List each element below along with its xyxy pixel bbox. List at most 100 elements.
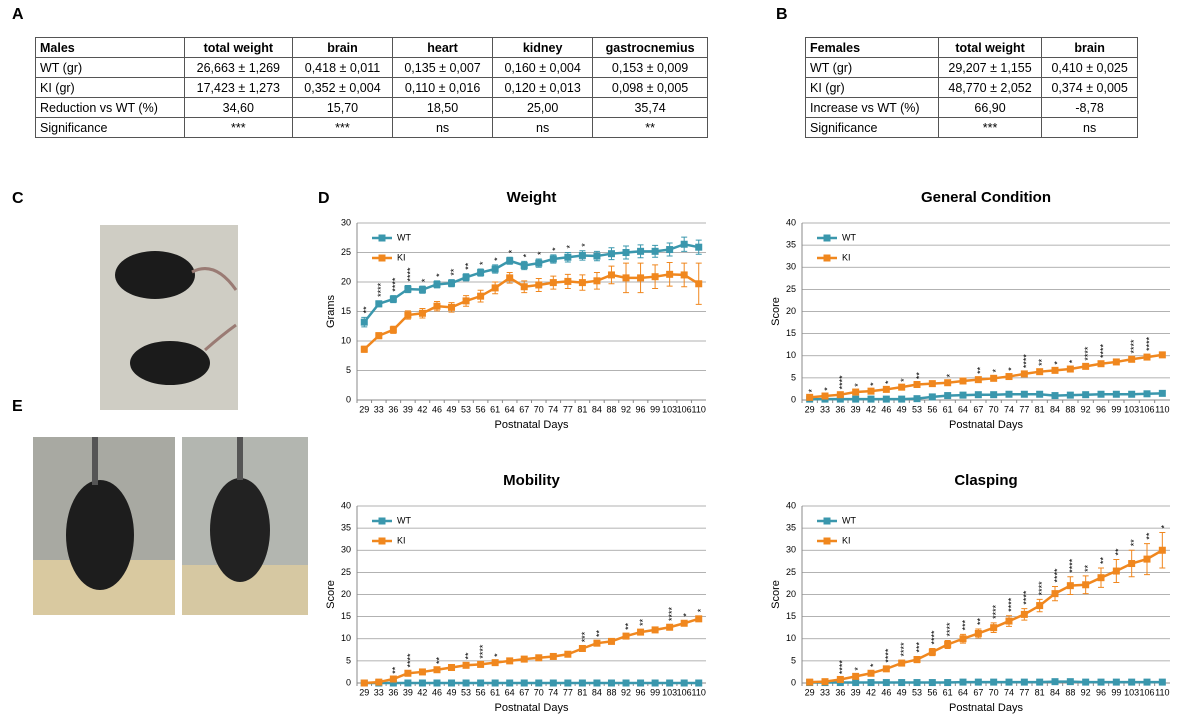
y-tick-label: 30 (341, 217, 351, 227)
significance: **** (376, 282, 386, 297)
marker (390, 296, 397, 303)
x-tick-label: 64 (958, 404, 968, 414)
marker (990, 679, 997, 686)
significance: **** (899, 642, 909, 657)
x-tick-label: 84 (1050, 687, 1060, 697)
marker (868, 396, 875, 403)
marker (492, 284, 499, 291)
y-tick-label: 20 (786, 589, 796, 599)
marker (1067, 678, 1074, 685)
significance: * (991, 369, 1001, 373)
marker (1036, 368, 1043, 375)
marker (1082, 363, 1089, 370)
significance: * (1068, 359, 1078, 363)
chart-title: Clasping (954, 472, 1017, 489)
x-tick-label: 53 (461, 404, 471, 414)
marker (666, 271, 673, 278)
legend-marker (379, 538, 386, 545)
marker (361, 680, 368, 687)
marker (419, 310, 426, 317)
x-tick-label: 64 (505, 687, 515, 697)
x-tick-label: 42 (866, 687, 876, 697)
marker (822, 393, 829, 400)
marker (652, 273, 659, 280)
x-tick-label: 103 (662, 404, 677, 414)
marker (1021, 679, 1028, 686)
marker (463, 662, 470, 669)
y-tick-label: 30 (786, 262, 796, 272)
y-tick-label: 0 (791, 677, 796, 687)
legend-label: KI (397, 252, 406, 262)
marker (593, 680, 600, 687)
marker (550, 279, 557, 286)
marker (960, 679, 967, 686)
x-tick-label: 84 (1050, 404, 1060, 414)
y-tick-label: 25 (341, 567, 351, 577)
marker (637, 680, 644, 687)
x-tick-label: 74 (548, 404, 558, 414)
marker (929, 393, 936, 400)
x-tick-label: 74 (1004, 687, 1014, 697)
x-tick-label: 67 (519, 687, 529, 697)
marker (1098, 391, 1105, 398)
marker (652, 626, 659, 633)
x-tick-label: 49 (897, 404, 907, 414)
marker (579, 279, 586, 286)
significance: **** (991, 604, 1001, 619)
significance: **** (1037, 581, 1047, 596)
significance: * (682, 613, 692, 617)
y-tick-label: 20 (341, 589, 351, 599)
marker (990, 391, 997, 398)
legend-marker (379, 235, 386, 242)
x-tick-label: 29 (359, 687, 369, 697)
significance: *** (580, 631, 590, 642)
x-tick-label: 64 (505, 404, 515, 414)
photo-e1 (33, 437, 175, 615)
x-tick-label: 67 (519, 404, 529, 414)
x-tick-label: 36 (388, 404, 398, 414)
marker (535, 281, 542, 288)
marker (695, 615, 702, 622)
marker (944, 679, 951, 686)
y-tick-label: 10 (341, 335, 351, 345)
marker (1006, 618, 1013, 625)
marker (929, 380, 936, 387)
x-tick-label: 88 (606, 404, 616, 414)
significance: * (807, 388, 817, 392)
significance: **** (945, 622, 955, 637)
x-tick-label: 36 (388, 687, 398, 697)
significance: * (565, 245, 575, 249)
marker (868, 679, 875, 686)
marker (1113, 568, 1120, 575)
marker (898, 384, 905, 391)
significance: ** (1037, 358, 1047, 366)
significance: ** (1144, 532, 1154, 540)
significance: * (478, 261, 488, 265)
x-tick-label: 88 (606, 687, 616, 697)
significance: ** (362, 306, 372, 314)
x-tick-label: 56 (476, 687, 486, 697)
y-tick-label: 30 (341, 545, 351, 555)
significance: * (493, 257, 503, 261)
marker (390, 676, 397, 683)
x-tick-label: 110 (1155, 404, 1169, 414)
marker (914, 679, 921, 686)
marker (944, 379, 951, 386)
marker (433, 680, 440, 687)
y-tick-label: 25 (786, 567, 796, 577)
marker (898, 396, 905, 403)
marker (822, 678, 829, 685)
marker (492, 659, 499, 666)
significance: * (868, 663, 878, 667)
marker (448, 280, 455, 287)
y-tick-label: 30 (786, 545, 796, 555)
legend-label: WT (397, 515, 411, 525)
marker (1082, 391, 1089, 398)
significance: **** (884, 648, 894, 663)
x-tick-label: 77 (1019, 404, 1029, 414)
x-tick-label: 42 (866, 404, 876, 414)
x-tick-label: 29 (805, 687, 815, 697)
marker (975, 630, 982, 637)
marker (960, 392, 967, 399)
y-tick-label: 5 (346, 655, 351, 665)
